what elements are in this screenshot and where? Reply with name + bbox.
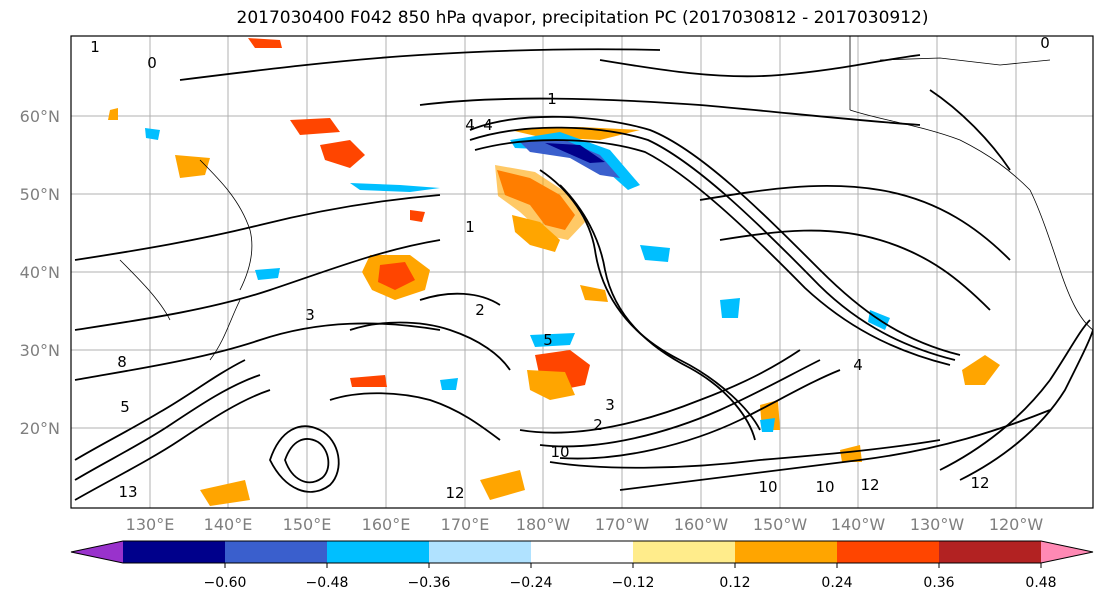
lon-label: 140°E [204, 515, 253, 534]
contour-label: 5 [543, 331, 553, 349]
contour-label: 12 [445, 484, 464, 502]
contour-label: 3 [305, 306, 315, 324]
lon-label: 160°W [674, 515, 729, 534]
lon-label: 160°E [362, 515, 411, 534]
colorbar-tick-label: 0.48 [1025, 575, 1056, 591]
colorbar-segment [939, 541, 1042, 563]
contour-label: 8 [117, 353, 127, 371]
colorbar-tick-label: −0.12 [612, 575, 655, 591]
colorbar-extend-high [1041, 541, 1093, 563]
lon-label: 170°E [441, 515, 490, 534]
contour-label: 10 [758, 478, 777, 496]
lat-label: 60°N [20, 107, 60, 126]
colorbar-tick-label: −0.48 [306, 575, 349, 591]
contour-label: 4 [465, 116, 475, 134]
lon-label: 170°W [595, 515, 650, 534]
colorbar-ticks: −0.60 −0.48 −0.36 −0.24 −0.12 0.12 0.24 0.36 0.4… [204, 563, 1057, 591]
colorbar-tick-label: −0.36 [408, 575, 451, 591]
colorbar-segment [225, 541, 328, 563]
colorbar-segment [531, 541, 634, 563]
colorbar-extend-low [71, 541, 123, 563]
contour-label: 13 [118, 483, 137, 501]
coastlines [119, 36, 1093, 361]
colorbar-tick-label: −0.60 [204, 575, 247, 591]
colorbar-segment [327, 541, 430, 563]
colorbar-segment [429, 541, 532, 563]
colorbar-segment [735, 541, 838, 563]
latitude-labels: 60°N 50°N 40°N 30°N 20°N [20, 107, 60, 438]
contour-label: 1 [90, 38, 100, 56]
map-title: 2017030400 F042 850 hPa qvapor, precipit… [236, 8, 929, 28]
longitude-labels: 130°E 140°E 150°E 160°E 170°E 180°W 170°W 160°W… [126, 515, 1044, 534]
contour-label: 1 [547, 90, 557, 108]
contour-label: 10 [815, 478, 834, 496]
contour-label: 3 [605, 396, 615, 414]
gridlines [71, 36, 1093, 508]
lon-label: 120°W [989, 515, 1044, 534]
lat-label: 40°N [20, 263, 60, 282]
lon-label: 130°E [126, 515, 175, 534]
contour-label: 4 [853, 356, 863, 374]
lon-label: 150°W [753, 515, 808, 534]
contour-label: 5 [120, 398, 130, 416]
lon-label: 150°E [283, 515, 332, 534]
colorbar [70, 540, 1094, 564]
colorbar-segment [123, 541, 226, 563]
colorbar-segment [837, 541, 940, 563]
contour-label: 2 [593, 416, 603, 434]
contour-label: 0 [147, 54, 157, 72]
qvapor-contours [74, 48, 1093, 501]
lat-label: 50°N [20, 185, 60, 204]
contour-label: 2 [475, 301, 485, 319]
colorbar-tick-label: 0.36 [923, 575, 954, 591]
lon-label: 130°W [910, 515, 965, 534]
lat-label: 20°N [20, 419, 60, 438]
lon-label: 180°W [516, 515, 571, 534]
lat-label: 30°N [20, 341, 60, 360]
contour-label: 10 [550, 443, 569, 461]
map-frame [70, 35, 1094, 509]
contour-label: 4 [483, 116, 493, 134]
contour-label: 1 [465, 218, 475, 236]
colorbar-tick-label: 0.12 [719, 575, 750, 591]
contour-label: 0 [1040, 34, 1050, 52]
colorbar-tick-label: 0.24 [821, 575, 852, 591]
contour-label: 12 [970, 474, 989, 492]
colorbar-tick-label: −0.24 [510, 575, 553, 591]
lon-label: 140°W [831, 515, 886, 534]
contour-label: 12 [860, 476, 879, 494]
colorbar-segment [633, 541, 736, 563]
